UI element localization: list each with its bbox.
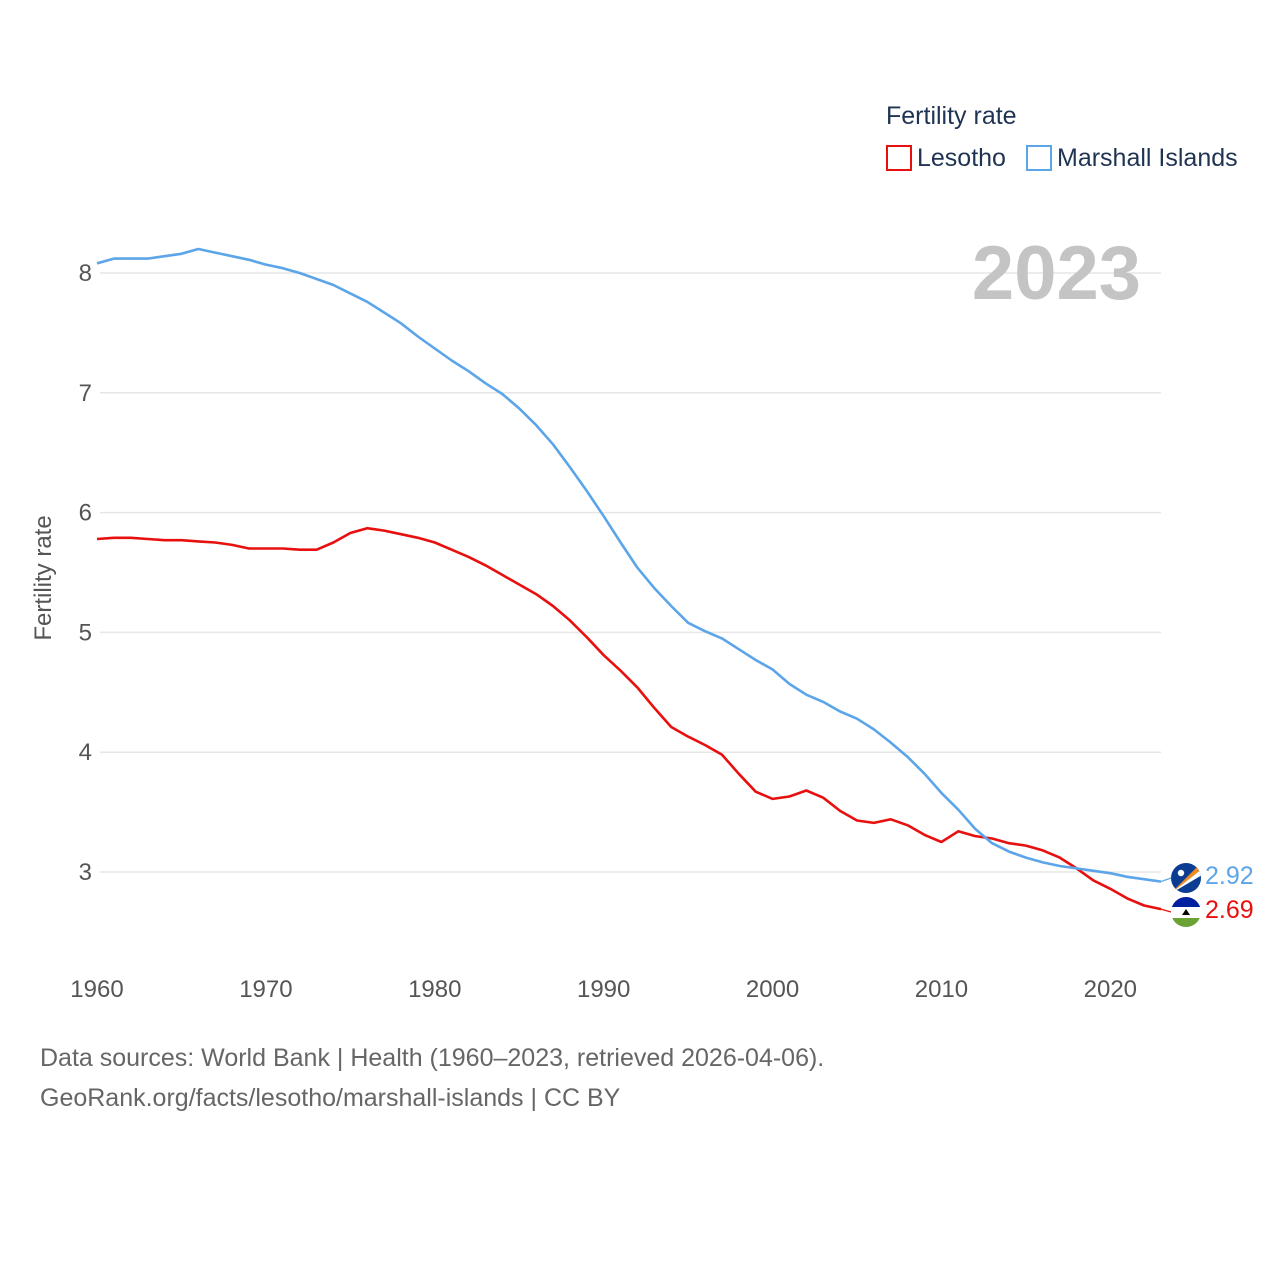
legend-swatch-marshall-islands <box>1026 145 1052 171</box>
y-tick-4: 4 <box>79 739 92 766</box>
year-label: 2023 <box>972 231 1141 316</box>
y-axis-ticks: 3 4 5 6 7 8 <box>79 260 92 886</box>
end-value-lesotho: 2.69 <box>1205 896 1254 924</box>
footer-link[interactable]: GeoRank.org/facts/lesotho/marshall-islan… <box>40 1084 621 1112</box>
grid-layer <box>100 272 1161 873</box>
legend-swatch-lesotho <box>886 145 912 171</box>
y-tick-5: 5 <box>79 619 92 646</box>
legend-label-lesotho: Lesotho <box>917 144 1006 172</box>
series-line-lesotho[interactable] <box>96 526 1162 911</box>
x-tick-1980: 1980 <box>408 976 461 1003</box>
x-tick-1960: 1960 <box>70 976 123 1003</box>
y-tick-6: 6 <box>79 500 92 527</box>
x-tick-2000: 2000 <box>746 976 799 1003</box>
legend-item-lesotho[interactable]: Lesotho <box>886 144 1006 172</box>
marshall-islands-flag-icon <box>1171 863 1201 893</box>
connector-lesotho <box>1160 908 1172 913</box>
series-line-marshall-islands[interactable] <box>96 247 1162 883</box>
legend-item-marshall-islands[interactable]: Marshall Islands <box>1026 144 1238 172</box>
legend: Fertility rate Lesotho Marshall Islands <box>886 102 1238 172</box>
legend-title: Fertility rate <box>886 102 1017 130</box>
x-tick-2020: 2020 <box>1084 976 1137 1003</box>
x-tick-1970: 1970 <box>239 976 292 1003</box>
x-tick-2010: 2010 <box>915 976 968 1003</box>
end-value-marshall-islands: 2.92 <box>1205 862 1254 890</box>
y-tick-8: 8 <box>79 260 92 287</box>
y-axis-label: Fertility rate <box>30 515 57 640</box>
legend-label-marshall-islands: Marshall Islands <box>1057 144 1238 172</box>
end-marker-marshall-islands: 2.92 <box>1160 862 1254 893</box>
y-tick-7: 7 <box>79 380 92 407</box>
connector-marshall-islands <box>1160 877 1172 883</box>
x-axis-ticks: 1960 1970 1980 1990 2000 2010 2020 <box>70 976 1137 1003</box>
footer-sources: Data sources: World Bank | Health (1960–… <box>40 1044 825 1072</box>
lesotho-flag-icon <box>1171 897 1201 927</box>
y-tick-3: 3 <box>79 859 92 886</box>
end-marker-lesotho: 2.69 <box>1160 896 1254 927</box>
x-tick-1990: 1990 <box>577 976 630 1003</box>
series-layer <box>96 247 1162 911</box>
